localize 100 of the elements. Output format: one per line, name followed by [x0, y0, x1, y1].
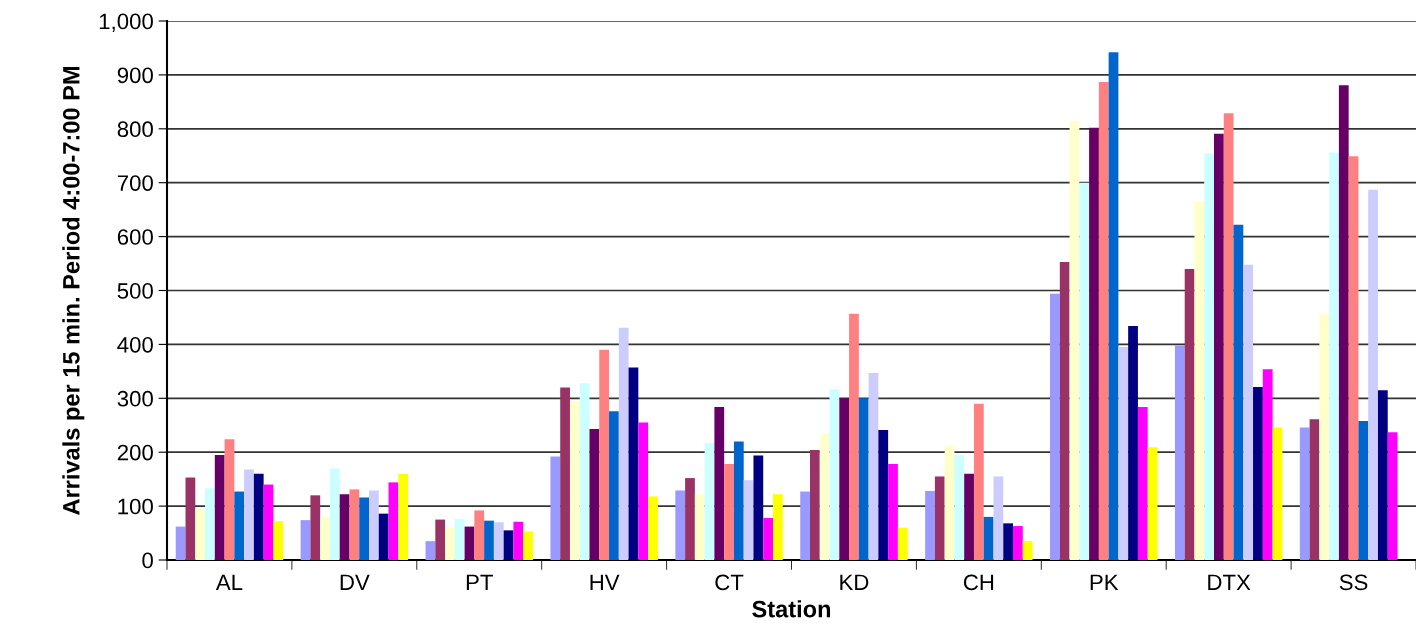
- bar: [214, 454, 225, 560]
- bar: [253, 473, 264, 560]
- bar: [205, 488, 215, 560]
- bar: [1069, 121, 1080, 560]
- bar: [993, 476, 1004, 560]
- bar: [1309, 419, 1320, 560]
- x-tick-label: SS: [1339, 574, 1368, 591]
- bar: [569, 401, 580, 560]
- bar: [1128, 326, 1138, 560]
- bar: [599, 349, 610, 560]
- bar: [618, 327, 629, 560]
- bar: [1358, 420, 1369, 560]
- y-tick-label: 300: [117, 390, 153, 407]
- bar: [185, 477, 196, 560]
- bar: [1022, 541, 1033, 560]
- x-tick-label: DV: [340, 574, 370, 590]
- bar: [733, 441, 744, 560]
- bar: [378, 513, 389, 560]
- bar: [724, 464, 734, 560]
- bar: [1108, 52, 1119, 560]
- bar: [359, 497, 369, 560]
- bar: [493, 522, 504, 560]
- bar: [425, 541, 436, 560]
- bar: [1299, 427, 1310, 560]
- bar: [772, 494, 783, 560]
- bar: [753, 455, 764, 560]
- bar: [1118, 347, 1129, 560]
- bar: [320, 516, 330, 560]
- bar: [1223, 113, 1234, 560]
- bar: [1387, 432, 1398, 560]
- x-tick-label: CH: [963, 574, 994, 591]
- bar: [648, 496, 658, 560]
- bar: [800, 491, 811, 560]
- bar: [743, 480, 754, 560]
- y-tick-label: 600: [117, 229, 153, 245]
- bar: [1377, 390, 1388, 560]
- bar: [589, 429, 600, 560]
- bar: [934, 476, 945, 560]
- bar: [503, 530, 514, 560]
- bar: [560, 387, 570, 560]
- bar: [369, 490, 379, 560]
- bar: [474, 510, 485, 560]
- y-axis-title: Arrivals per 15 min. Period 4:00-7:00 PM: [62, 67, 85, 515]
- bar: [609, 411, 619, 560]
- bar: [339, 494, 350, 560]
- x-tick-label: PT: [466, 574, 493, 590]
- bar: [1079, 182, 1090, 560]
- bar: [445, 527, 455, 560]
- bar: [263, 484, 274, 560]
- y-tick-label: 800: [117, 121, 153, 138]
- bar: [388, 482, 399, 560]
- bar: [858, 398, 869, 560]
- bar: [1253, 386, 1263, 560]
- y-tick-label: 500: [117, 283, 153, 299]
- bar: [897, 527, 908, 560]
- bar: [234, 491, 245, 560]
- bar: [1243, 264, 1254, 560]
- bar: [1050, 293, 1060, 560]
- bar: [675, 490, 686, 560]
- bar: [1262, 369, 1273, 560]
- x-tick-label: CT: [715, 574, 744, 591]
- bar: [398, 473, 409, 560]
- y-tick-label: 900: [117, 67, 153, 84]
- bar: [1059, 261, 1070, 560]
- bar: [550, 456, 561, 560]
- bar: [829, 389, 840, 560]
- x-tick-label: DTX: [1208, 574, 1251, 590]
- bar: [694, 494, 705, 560]
- bar: [1348, 156, 1359, 560]
- bar: [1329, 152, 1339, 560]
- bar: [1319, 314, 1330, 560]
- bar: [1174, 345, 1185, 560]
- bar: [714, 406, 725, 560]
- bar: [810, 450, 820, 560]
- bar: [925, 491, 935, 560]
- bar: [435, 519, 446, 560]
- bar: [1272, 427, 1283, 560]
- bar: [1137, 406, 1148, 560]
- bar: [954, 454, 965, 560]
- y-tick-label: 0: [142, 552, 153, 569]
- bar: [1204, 153, 1214, 560]
- y-tick-label: 200: [117, 444, 153, 461]
- bar: [839, 398, 850, 560]
- bar: [349, 489, 360, 560]
- bar: [1003, 523, 1014, 560]
- bar: [1098, 81, 1109, 560]
- bar: [195, 508, 206, 560]
- bar: [685, 478, 695, 560]
- bar: [944, 445, 955, 560]
- bar: [329, 468, 340, 560]
- bar: [1184, 268, 1195, 560]
- bar: [983, 516, 994, 560]
- bar: [310, 495, 321, 560]
- x-tick-label: AL: [215, 574, 243, 590]
- bar: [1233, 224, 1244, 560]
- bar: [878, 430, 889, 560]
- bar: [523, 531, 533, 560]
- bar: [763, 517, 773, 560]
- x-axis-title: Station: [752, 600, 831, 618]
- bar: [464, 526, 475, 560]
